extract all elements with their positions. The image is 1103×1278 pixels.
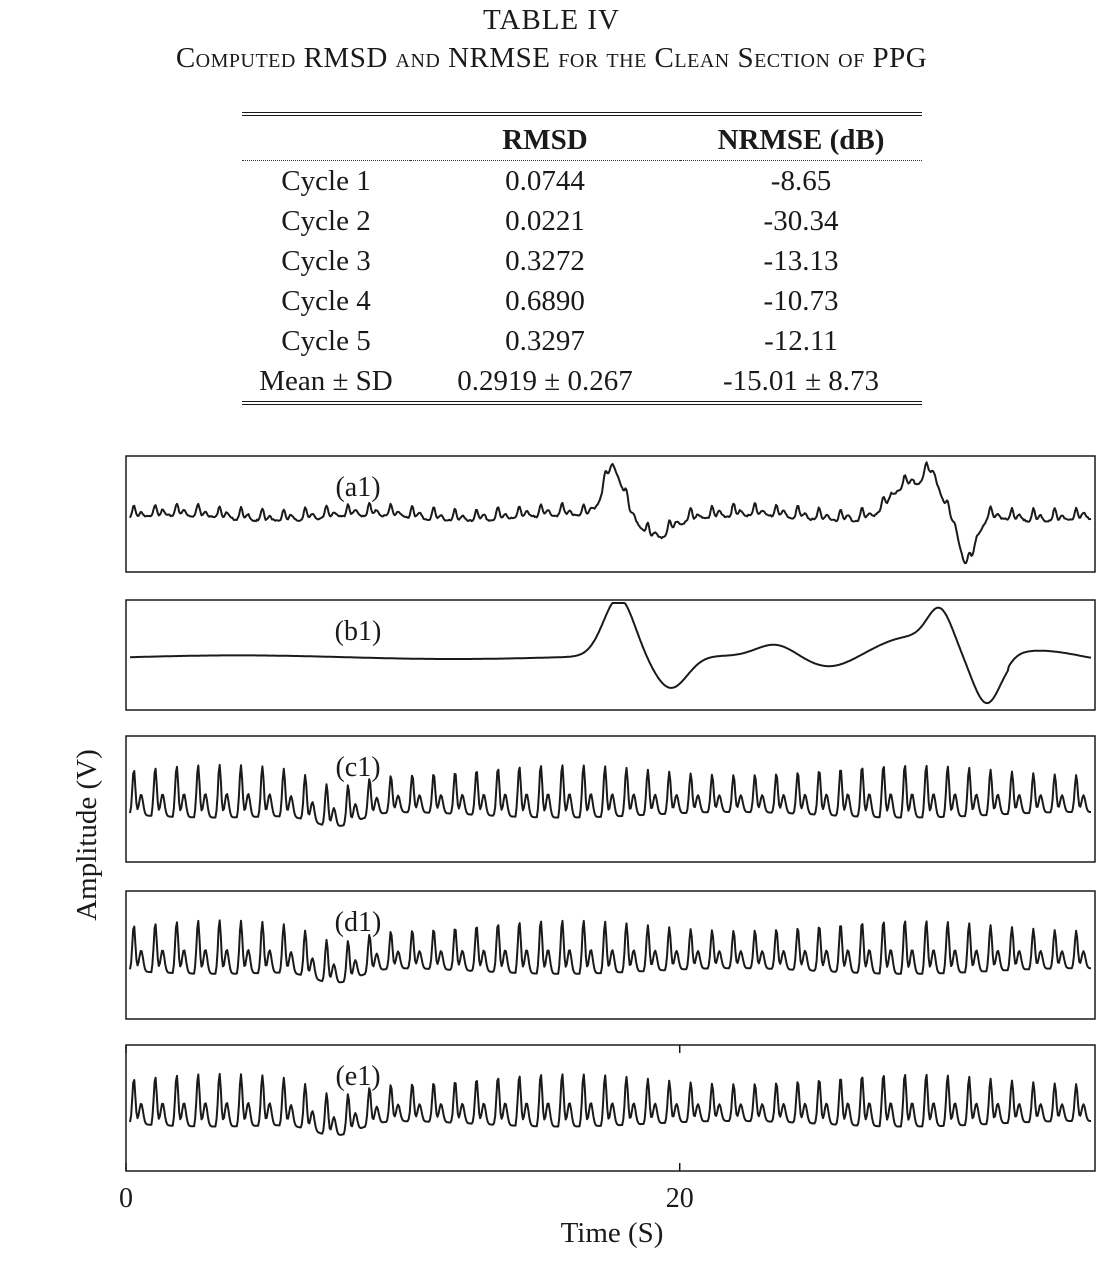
x-ticks-group: 0 20 xyxy=(119,1045,694,1214)
panel-label: (e1) xyxy=(335,1061,380,1092)
nrmse-value: -12.11 xyxy=(764,325,838,357)
signal-figure: (a1) (b1) (c1) (d1) (e1) Amplitude (V) Time … xyxy=(71,455,1096,1249)
rmsd-value: 0.2919 ± 0.267 xyxy=(457,365,633,397)
nrmse-value: -8.65 xyxy=(770,165,832,197)
header-blank xyxy=(242,114,410,161)
signal-panel: (e1) xyxy=(125,1044,1096,1172)
panels-group: (a1) (b1) (c1) (d1) (e1) xyxy=(125,455,1096,1172)
y-axis-label: Amplitude (V) xyxy=(71,749,103,921)
panel-frame xyxy=(125,735,1096,863)
signal-panel: (b1) xyxy=(125,599,1096,711)
table-header-row: RMSD NRMSE (dB) xyxy=(242,114,922,161)
panel-label: (b1) xyxy=(335,616,382,647)
table-row: Cycle 1 0.0744 -8.65 xyxy=(242,161,922,202)
table-label: TABLE IV xyxy=(483,4,620,36)
nrmse-value: -13.13 xyxy=(763,245,839,277)
x-tick-label: 20 xyxy=(666,1183,694,1214)
row-label: Cycle 1 xyxy=(281,165,371,197)
rmsd-value: 0.3272 xyxy=(505,245,585,277)
rmsd-value: 0.6890 xyxy=(505,285,585,317)
table-row-mean: Mean ± SD 0.2919 ± 0.267 -15.01 ± 8.73 xyxy=(242,361,922,403)
panel-frame xyxy=(125,599,1096,711)
row-label: Cycle 5 xyxy=(281,325,371,357)
table-caption: Computed RMSD and NRMSE for the Clean Se… xyxy=(175,42,928,74)
rmsd-value: 0.3297 xyxy=(505,325,585,357)
signal-panel: (c1) xyxy=(125,735,1096,863)
table-row: Cycle 5 0.3297 -12.11 xyxy=(242,321,922,361)
rmsd-value: 0.0744 xyxy=(505,165,585,197)
rmsd-value: 0.0221 xyxy=(505,205,585,237)
row-label: Cycle 2 xyxy=(281,205,371,237)
row-label: Cycle 4 xyxy=(281,285,371,317)
panel-frame xyxy=(125,455,1096,573)
signal-trace xyxy=(129,1072,1091,1136)
x-tick-label: 0 xyxy=(119,1183,133,1214)
header-rmsd: RMSD xyxy=(502,124,588,156)
panel-label: (c1) xyxy=(335,752,380,783)
panel-label: (d1) xyxy=(335,907,382,938)
panel-frame xyxy=(125,1044,1096,1172)
signal-panel: (a1) xyxy=(125,455,1096,573)
nrmse-value: -15.01 ± 8.73 xyxy=(722,365,880,397)
nrmse-value: -30.34 xyxy=(763,205,839,237)
header-nrmse: NRMSE (dB) xyxy=(717,124,885,156)
x-axis-label: Time (S) xyxy=(561,1217,664,1249)
row-label: Cycle 3 xyxy=(281,245,371,277)
results-table: RMSD NRMSE (dB) Cycle 1 0.0744 -8.65 Cyc… xyxy=(242,112,922,405)
row-label: Mean ± SD xyxy=(259,365,393,397)
signal-trace xyxy=(130,602,1092,705)
signal-trace xyxy=(129,461,1092,565)
signal-panel: (d1) xyxy=(125,890,1096,1020)
nrmse-value: -10.73 xyxy=(763,285,839,317)
signal-trace xyxy=(129,763,1091,827)
table-row: Cycle 4 0.6890 -10.73 xyxy=(242,281,922,321)
table-row: Cycle 3 0.3272 -13.13 xyxy=(242,241,922,281)
signal-trace xyxy=(129,919,1091,984)
panel-label: (a1) xyxy=(335,472,380,503)
table-row: Cycle 2 0.0221 -30.34 xyxy=(242,201,922,241)
panel-frame xyxy=(125,890,1096,1020)
